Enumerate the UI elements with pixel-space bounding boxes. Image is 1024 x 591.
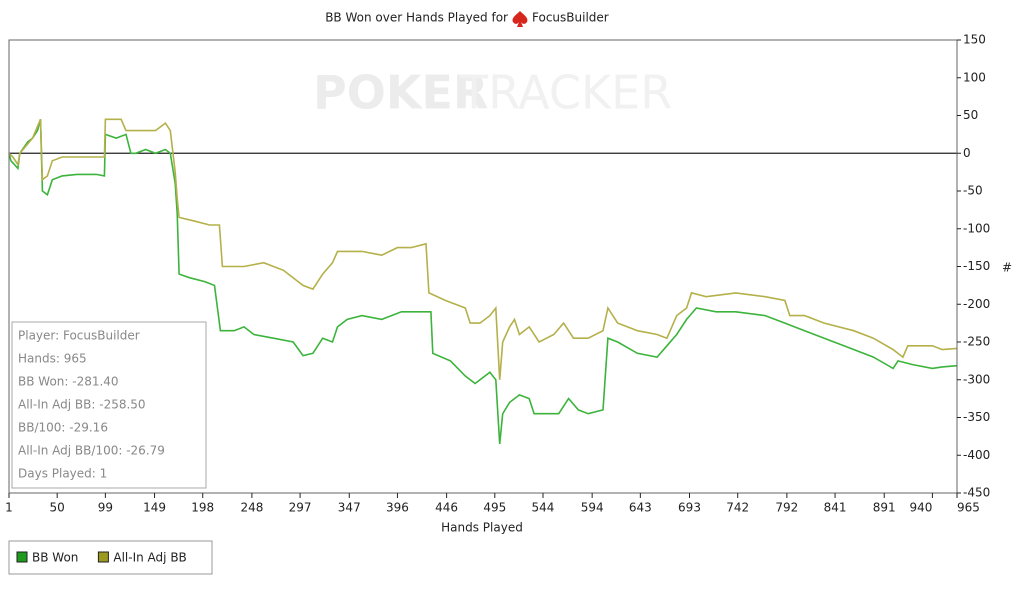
legend-label: All-In Adj BB: [113, 551, 186, 565]
stats-line: BB/100: -29.16: [18, 421, 108, 435]
y-tick-label: -350: [963, 410, 990, 424]
x-tick-label: 643: [629, 501, 652, 515]
x-tick-label: 50: [50, 501, 65, 515]
chart-title: BB Won over Hands Played for: [325, 11, 508, 25]
y-tick-label: -450: [963, 486, 990, 500]
spade-icon: [512, 11, 528, 27]
y-tick-label: 150: [963, 33, 986, 47]
y-tick-label: -400: [963, 448, 990, 462]
x-tick-label: 248: [240, 501, 263, 515]
x-tick-label: 841: [824, 501, 847, 515]
y-tick-label: -50: [963, 184, 983, 198]
watermark: POKER: [313, 66, 488, 120]
y-tick-label: 50: [963, 108, 978, 122]
stats-box: [11, 321, 207, 489]
x-tick-label: 396: [386, 501, 409, 515]
x-tick-label: 891: [873, 501, 896, 515]
x-tick-label: 198: [191, 501, 214, 515]
x-tick-label: 742: [726, 501, 749, 515]
x-tick-label: 446: [435, 501, 458, 515]
series-line: [8, 119, 958, 444]
x-tick-label: 693: [678, 501, 701, 515]
legend-swatch: [16, 551, 28, 563]
stats-line: Days Played: 1: [18, 467, 107, 481]
stats-line: All-In Adj BB/100: -26.79: [18, 444, 165, 458]
stats-line: All-In Adj BB: -258.50: [18, 398, 146, 412]
x-axis-label: Hands Played: [441, 521, 523, 535]
plot-area: [8, 118, 958, 444]
stats-line: Player: FocusBuilder: [18, 329, 140, 343]
y-tick-label: 100: [963, 70, 986, 84]
y-tick-label: -300: [963, 372, 990, 386]
legend: [8, 540, 213, 575]
stats-line: Hands: 965: [18, 352, 87, 366]
x-tick-label: 1: [5, 501, 13, 515]
x-tick-label: 594: [581, 501, 604, 515]
legend-swatch: [97, 551, 109, 563]
y-tick-label: -200: [963, 297, 990, 311]
y-axis-label: #: [1002, 261, 1012, 275]
x-tick-label: 792: [775, 501, 798, 515]
chart-title-player: FocusBuilder: [532, 11, 609, 25]
x-tick-label: 940: [910, 501, 933, 515]
stats-line: BB Won: -281.40: [18, 375, 119, 389]
x-tick-label: 149: [143, 501, 166, 515]
x-tick-label: 495: [483, 501, 506, 515]
x-tick-label: 99: [98, 501, 113, 515]
x-tick-label: 965: [957, 501, 980, 515]
watermark: TRACKER: [459, 66, 672, 120]
y-tick-label: -250: [963, 335, 990, 349]
series-line: [8, 118, 958, 380]
x-tick-label: 297: [289, 501, 312, 515]
y-tick-label: -150: [963, 259, 990, 273]
y-tick-label: 0: [963, 146, 971, 160]
y-tick-label: -100: [963, 221, 990, 235]
legend-label: BB Won: [32, 551, 78, 565]
x-tick-label: 544: [532, 501, 555, 515]
x-tick-label: 347: [338, 501, 361, 515]
